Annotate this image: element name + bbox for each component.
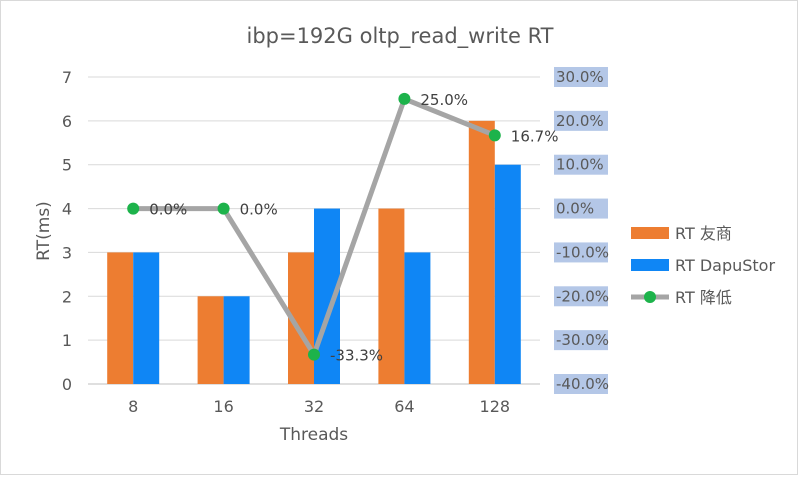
x-tick-label: 32: [304, 397, 324, 416]
y-tick-label: 6: [62, 112, 72, 131]
y2-tick-highlight: [554, 154, 608, 175]
y2-tick-label: 20.0%: [556, 112, 604, 130]
y-tick-label: 2: [62, 287, 72, 306]
y2-tick-highlight: [554, 67, 608, 87]
bar-dapustor: [223, 296, 250, 384]
bar-competitor: [197, 296, 224, 384]
y2-tick-label: 10.0%: [556, 156, 604, 174]
x-axis-ticks: 8 16 32 64 128: [128, 397, 510, 416]
reduction-data-label: 0.0%: [149, 201, 187, 219]
reduction-data-label: 0.0%: [240, 201, 278, 219]
y2-tick-highlight: [554, 242, 608, 263]
y-tick-label: 5: [62, 156, 72, 175]
legend-swatch: [631, 227, 669, 239]
y-axis-ticks: 0 1 2 3 4 5 6 7: [62, 68, 72, 394]
bar-competitor: [378, 208, 405, 384]
y2-axis-ticks: -40.0% -30.0% -20.0% -10.0% 0.0% 10.0% 20.0% 30…: [554, 67, 609, 394]
y2-tick-label: -20.0%: [556, 287, 609, 305]
reduction-line: 0.0% 0.0% -33.3% 25.0% 16.7%: [127, 91, 558, 365]
y2-tick-label: 0.0%: [556, 200, 594, 218]
reduction-point: [217, 202, 230, 215]
legend-label: RT 友商: [675, 224, 732, 243]
y2-tick-highlight: [554, 198, 608, 219]
x-tick-label: 64: [394, 397, 414, 416]
y-tick-label: 1: [62, 331, 72, 350]
reduction-point: [308, 348, 320, 361]
y-axis-label: RT(ms): [34, 201, 54, 261]
reduction-point: [398, 92, 411, 105]
legend-swatch-marker: [644, 291, 656, 303]
legend: RT 友商 RT DapuStor RT 降低: [631, 224, 775, 307]
y2-tick-label: -10.0%: [556, 243, 609, 261]
chart-title: ibp=192G oltp_read_write RT: [246, 24, 553, 49]
bar-dapustor: [133, 252, 160, 384]
bar-dapustor: [404, 252, 431, 384]
y2-tick-highlight: [554, 330, 608, 351]
reduction-point: [127, 202, 140, 215]
y-tick-label: 3: [62, 243, 72, 262]
x-axis-label: Threads: [279, 425, 348, 445]
y-tick-label: 0: [62, 375, 72, 394]
bar-competitor: [107, 252, 134, 384]
legend-label: RT DapuStor: [675, 256, 775, 275]
bar-competitor: [468, 120, 495, 384]
legend-swatch: [631, 259, 669, 271]
y2-tick-highlight: [554, 110, 608, 131]
x-tick-label: 16: [213, 397, 233, 416]
y-tick-label: 4: [62, 200, 72, 219]
y2-tick-label: -40.0%: [556, 375, 609, 393]
reduction-data-label: 16.7%: [511, 127, 559, 145]
reduction-point: [488, 129, 501, 142]
legend-label: RT 降低: [675, 288, 732, 307]
y-tick-label: 7: [62, 68, 72, 87]
y2-tick-label: -30.0%: [556, 331, 609, 349]
reduction-data-label: -33.3%: [330, 347, 383, 365]
y2-tick-highlight: [554, 374, 608, 394]
x-tick-label: 8: [128, 397, 138, 416]
y2-tick-highlight: [554, 286, 608, 307]
y2-tick-label: 30.0%: [556, 68, 604, 86]
bar-dapustor: [494, 164, 521, 384]
reduction-data-label: 25.0%: [420, 91, 468, 109]
x-tick-label: 128: [480, 397, 511, 416]
